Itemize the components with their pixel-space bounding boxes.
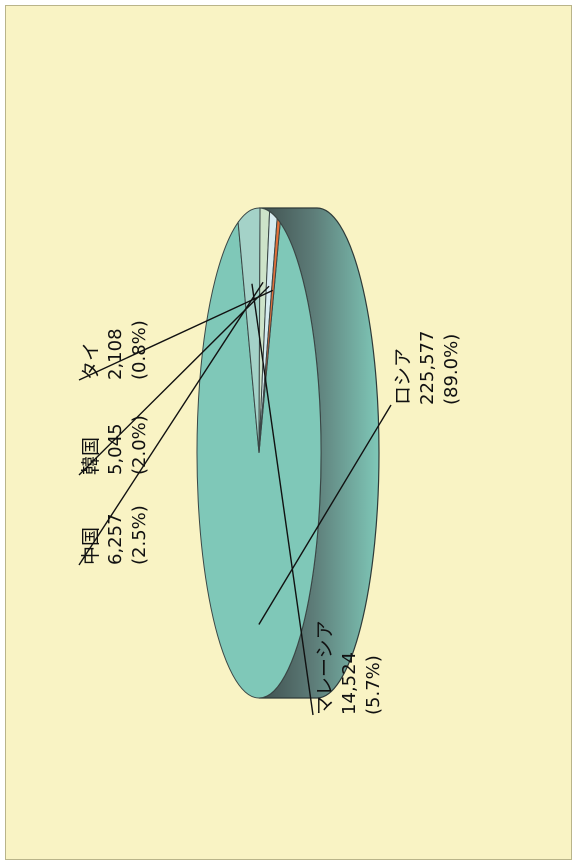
slice-ロシア-leader-line xyxy=(258,404,392,625)
slice-タイ-percent: (0.8%) xyxy=(129,320,150,380)
slice-ロシア-name: ロシア xyxy=(392,348,414,405)
chart-frame: ロシア 225,577 (89.0%) マレーシア 14,524 (5.7%) 中国 6,25… xyxy=(5,5,572,860)
pie-chart: ロシア 225,577 (89.0%) マレーシア 14,524 (5.7%) 中国 6,25… xyxy=(78,207,462,716)
slice-マレーシア-percent: (5.7%) xyxy=(363,655,384,715)
slice-ロシア-value: 225,577 xyxy=(417,331,438,405)
slice-韓国-value: 5,045 xyxy=(105,423,126,475)
slice-タイ-slice xyxy=(258,217,281,454)
slice-中国-percent: (2.5%) xyxy=(129,505,150,565)
slice-韓国-percent: (2.0%) xyxy=(129,415,150,475)
slice-マレーシア-name: マレーシア xyxy=(314,620,336,715)
slice-マレーシア-value: 14,524 xyxy=(339,652,360,715)
slice-マレーシア-leader-line xyxy=(251,283,314,716)
slice-タイ-value: 2,108 xyxy=(105,328,126,380)
slice-韓国-leader-line xyxy=(78,285,270,476)
slice-中国-name: 中国 xyxy=(80,527,102,565)
slice-タイ-name: タイ xyxy=(80,342,102,380)
slice-タイ-leader-line xyxy=(78,289,274,381)
slice-ロシア-slice xyxy=(196,220,322,699)
slice-中国-leader-line xyxy=(78,281,264,566)
slice-ロシア-percent: (89.0%) xyxy=(441,334,462,405)
slice-韓国-name: 韓国 xyxy=(80,437,102,475)
slice-中国-value: 6,257 xyxy=(105,513,126,565)
